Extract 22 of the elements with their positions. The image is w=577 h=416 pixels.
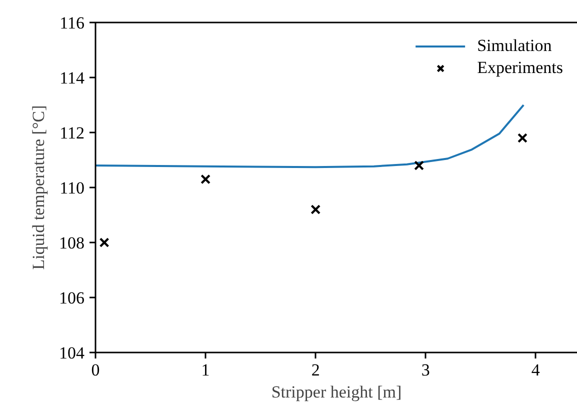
y-axis-title: Liquid temperature [°C] bbox=[29, 105, 48, 270]
x-tick-label: 4 bbox=[531, 360, 540, 380]
y-tick-label: 110 bbox=[60, 178, 85, 198]
legend-label: Simulation bbox=[477, 36, 552, 56]
y-tick-label: 104 bbox=[59, 344, 85, 362]
x-axis-title: Stripper height [m] bbox=[271, 382, 402, 402]
point bbox=[414, 160, 424, 170]
line-series bbox=[96, 104, 525, 168]
point bbox=[310, 204, 321, 214]
y-tick-label: 108 bbox=[59, 234, 84, 252]
x-tick-label: 3 bbox=[421, 360, 430, 380]
point bbox=[99, 238, 110, 248]
y-tick-label: 114 bbox=[60, 68, 85, 88]
legend-label: Experiments bbox=[477, 58, 563, 78]
y-tick-label: 116 bbox=[60, 14, 85, 32]
point bbox=[200, 174, 211, 184]
y-tick-label: 112 bbox=[60, 124, 85, 142]
x-tick-label: 2 bbox=[311, 360, 320, 380]
x-tick-label: 0 bbox=[91, 360, 100, 380]
point bbox=[517, 133, 528, 143]
x-tick-label: 1 bbox=[201, 360, 210, 380]
y-tick-label: 106 bbox=[59, 288, 84, 308]
